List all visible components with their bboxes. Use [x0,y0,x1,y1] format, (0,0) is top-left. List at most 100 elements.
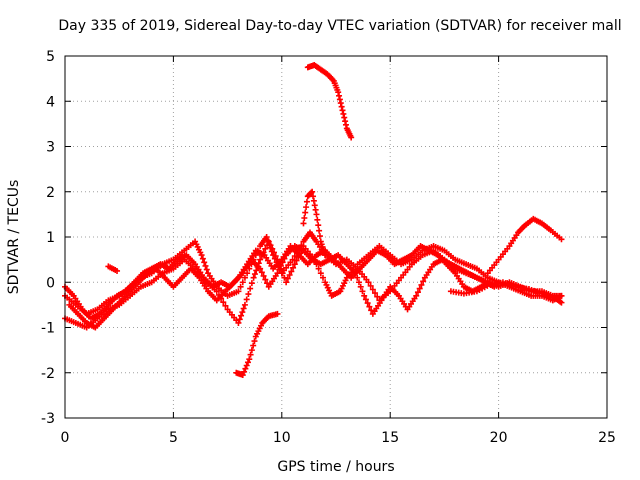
data-point [290,264,297,271]
data-point [342,121,349,128]
data-point [416,285,423,292]
data-point [301,214,308,221]
data-point [274,310,281,317]
data-point [244,359,251,366]
data-point [239,279,246,286]
data-point [250,274,257,281]
data-point [246,356,253,363]
y-axis-label: SDTVAR / TECUs [6,180,22,295]
data-point [263,234,270,240]
data-point [201,259,208,266]
x-tick-label: 15 [381,430,399,446]
data-point [241,301,248,308]
series-track-d [62,243,493,322]
data-points [62,62,565,379]
y-tick-label: 3 [46,140,55,156]
axis-ticks: 0 5 10 15 20 25 -3 -2 -1 0 1 2 3 4 5 [41,49,616,446]
data-point [258,269,265,276]
data-point [311,202,318,209]
data-point [336,96,343,103]
data-point [319,274,326,281]
data-point [418,281,425,288]
data-point [270,249,277,256]
y-tick-label: 1 [46,230,55,246]
data-point [239,309,246,316]
data-point [293,257,300,264]
data-point [238,312,245,319]
y-tick-label: -1 [41,321,55,337]
data-point [257,256,264,263]
data-point [240,305,247,312]
series-track-e [233,310,281,379]
data-point [338,103,345,110]
data-point [313,211,320,218]
data-point [246,265,253,272]
data-point [262,276,269,283]
data-point [251,271,258,278]
data-point [281,274,288,281]
y-tick-label: 2 [46,185,55,201]
data-point [241,368,248,375]
y-tick-label: 5 [46,49,55,65]
x-tick-label: 10 [273,430,291,446]
data-point [251,338,258,345]
data-point [361,292,368,299]
data-point [340,110,347,117]
data-point [322,252,329,259]
data-point [243,296,250,303]
data-point [245,291,252,298]
y-tick-label: 0 [46,275,55,291]
data-point [337,100,344,107]
data-point [235,319,242,326]
data-point [414,289,421,296]
data-point [203,266,210,273]
data-point [235,288,242,295]
data-point [253,267,260,274]
data-point [267,242,274,249]
series-track-f [300,188,329,259]
data-point [558,299,565,306]
data-point [269,245,276,252]
data-point [274,270,281,277]
x-tick-label: 5 [169,430,178,446]
series-track-g [304,62,355,141]
data-point [314,216,321,223]
data-point [284,275,291,282]
y-tick-label: 4 [46,94,55,110]
data-point [237,283,244,290]
data-point [279,270,286,277]
data-point [264,237,271,244]
data-point [359,288,366,295]
data-point [276,266,283,273]
data-point [199,255,206,262]
x-tick-label: 20 [490,430,508,446]
data-point [339,107,346,114]
grid [65,56,607,418]
data-point [315,222,322,229]
data-point [236,316,243,323]
data-point [365,279,372,286]
data-point [264,280,271,287]
data-point [374,293,381,300]
data-point [300,220,307,227]
data-point [368,307,375,314]
data-point [262,245,269,252]
data-point [316,233,323,240]
data-point [241,274,248,281]
data-point [312,206,319,213]
data-point [248,347,255,354]
data-point [288,268,295,275]
data-point [336,92,343,99]
data-point [366,303,373,310]
data-point [250,342,257,349]
data-point [309,188,316,195]
data-point [286,272,293,279]
data-point [260,272,267,279]
y-tick-label: -2 [41,366,55,382]
data-point [247,285,254,292]
data-point [303,204,310,211]
y-tick-label: -3 [41,411,55,427]
data-point [283,279,290,286]
data-point [558,292,565,299]
